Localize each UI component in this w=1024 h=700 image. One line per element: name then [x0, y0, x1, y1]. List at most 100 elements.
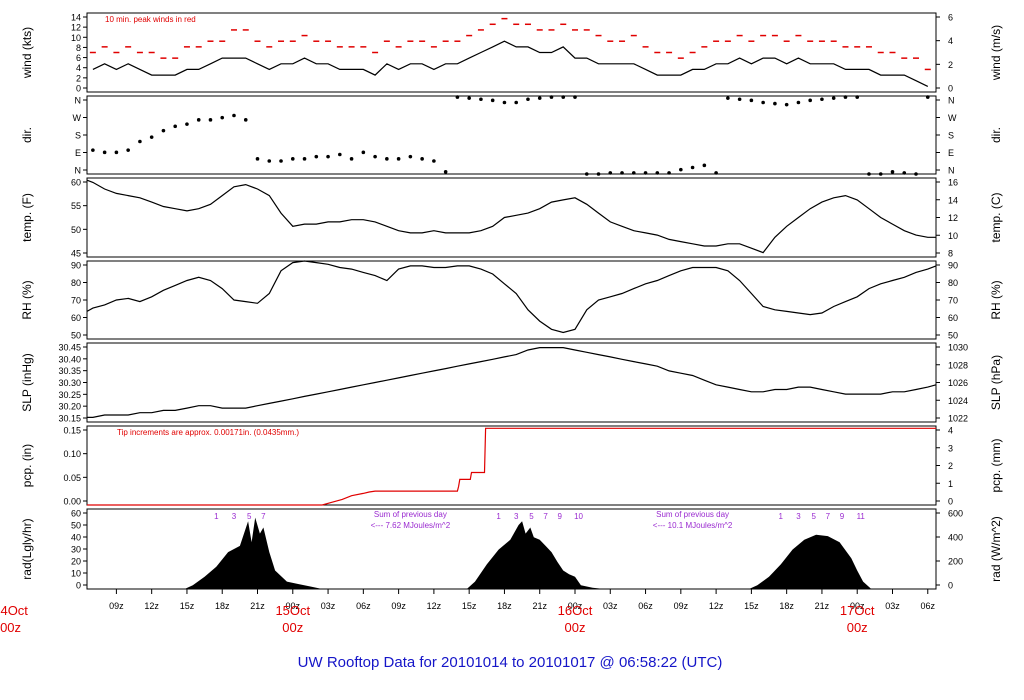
direction-point	[737, 97, 742, 102]
direction-point	[596, 172, 601, 176]
temperature-line	[86, 179, 936, 254]
direction-point	[408, 154, 413, 159]
humidity-ytick-label: 80	[71, 278, 81, 288]
pressure-ylabel: SLP (inHg)	[20, 353, 34, 411]
radiation-hour-marker: 7	[543, 512, 548, 521]
direction-point	[267, 159, 272, 163]
solar-radiation-area	[87, 517, 936, 589]
radiation-hour-marker: 7	[826, 512, 831, 521]
temperature-ytick-label: 50	[71, 225, 81, 235]
direction-ytick-label: E	[75, 148, 81, 158]
direction-point	[279, 159, 283, 163]
direction-point	[702, 163, 707, 168]
direction-ytick-label: N	[75, 166, 82, 176]
direction-point	[537, 96, 542, 100]
pressure-y2tick-label: 1028	[948, 360, 968, 370]
direction-point	[232, 113, 236, 118]
humidity-y2tick-label: 50	[948, 331, 958, 341]
radiation-hour-marker: 9	[840, 512, 845, 521]
radiation-sum-line1: Sum of previous day	[374, 510, 447, 519]
direction-ytick-label: W	[73, 113, 82, 123]
direction-point	[831, 96, 836, 100]
hour-tick-label: 06z	[638, 601, 653, 611]
direction-point	[502, 100, 507, 105]
direction-point	[338, 152, 342, 157]
precipitation-y2tick-label: 1	[948, 479, 953, 489]
direction-point	[243, 118, 248, 122]
precipitation-annotation: Tip increments are approx. 0.00171in. (0…	[117, 428, 299, 437]
direction-point	[526, 97, 530, 102]
wind-ytick-label: 14	[71, 13, 81, 23]
direction-point	[467, 96, 471, 100]
pressure-y2tick-label: 1026	[948, 378, 968, 388]
direction-point	[196, 118, 201, 122]
direction-point	[102, 150, 107, 155]
footer-title: UW Rooftop Data for 20101014 to 20101017…	[298, 654, 723, 671]
hour-tick-label: 21z	[250, 601, 265, 611]
direction-point	[843, 95, 848, 99]
direction-point	[373, 154, 377, 159]
radiation-y2label: rad (W/m^2)	[989, 516, 1003, 582]
direction-point	[890, 170, 895, 174]
radiation-ytick-label: 30	[71, 545, 81, 555]
direction-y2tick-label: W	[948, 113, 957, 123]
humidity-ytick-label: 90	[71, 261, 81, 271]
direction-point	[749, 98, 754, 103]
direction-point	[361, 150, 366, 155]
radiation-hour-marker: 10	[574, 512, 583, 521]
direction-point	[561, 95, 566, 99]
direction-point	[855, 95, 860, 99]
date-label-time: 00z	[282, 620, 303, 635]
hour-tick-label: 15z	[180, 601, 195, 611]
hour-tick-label: 18z	[497, 601, 512, 611]
direction-point	[549, 95, 554, 99]
direction-point	[396, 157, 401, 161]
wind-ytick-label: 12	[71, 23, 81, 33]
date-label-day: 15Oct	[275, 603, 310, 618]
radiation-sum-line2: <--- 10.1 MJoules/m^2	[653, 521, 733, 530]
radiation-hour-marker: 1	[214, 512, 219, 521]
direction-point	[479, 97, 483, 102]
direction-point	[631, 171, 636, 175]
precipitation-y2tick-label: 3	[948, 443, 953, 453]
radiation-hour-marker: 7	[261, 512, 266, 521]
direction-point	[878, 172, 883, 176]
direction-point	[173, 124, 177, 129]
direction-point	[902, 171, 907, 175]
direction-point	[114, 150, 119, 155]
wind-frame	[86, 12, 937, 93]
temperature-y2tick-label: 8	[948, 249, 953, 259]
humidity-line	[86, 260, 937, 334]
temperature-ylabel: temp. (F)	[20, 193, 34, 242]
pressure-y2label: SLP (hPa)	[989, 355, 1003, 410]
humidity-y2tick-label: 60	[948, 313, 958, 323]
direction-point	[620, 171, 624, 175]
date-label-time: 00z	[565, 620, 586, 635]
direction-point	[220, 115, 225, 120]
hour-tick-label: 21z	[532, 601, 547, 611]
hour-tick-label: 18z	[215, 601, 230, 611]
hour-tick-label: 06z	[356, 601, 371, 611]
wind-ytick-label: 0	[76, 84, 81, 94]
temperature-y2tick-label: 10	[948, 231, 958, 241]
pressure-ytick-label: 30.40	[58, 354, 81, 364]
hour-tick-label: 15z	[462, 601, 477, 611]
radiation-ylabel: rad(Lgly/hr)	[20, 518, 34, 579]
direction-point	[185, 122, 189, 126]
wind-ytick-label: 4	[76, 63, 81, 73]
direction-point	[385, 157, 389, 161]
temperature-y2label: temp. (C)	[989, 192, 1003, 242]
humidity-ytick-label: 60	[71, 313, 81, 323]
hour-tick-label: 12z	[144, 601, 159, 611]
radiation-hour-marker: 3	[796, 512, 801, 521]
wind-annotation: 10 min. peak winds in red	[105, 15, 196, 24]
pressure-y2tick-label: 1030	[948, 343, 968, 353]
precipitation-y2tick-label: 4	[948, 426, 953, 436]
direction-point	[490, 98, 495, 103]
direction-y2tick-label: N	[948, 166, 955, 176]
radiation-hour-marker: 9	[557, 512, 562, 521]
temperature-ytick-label: 60	[71, 178, 81, 188]
